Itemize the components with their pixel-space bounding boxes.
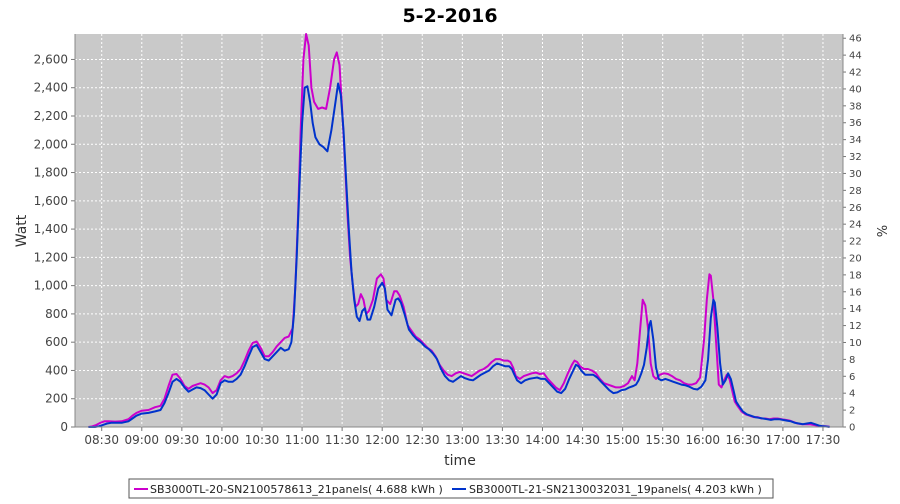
plot-area xyxy=(75,34,843,427)
legend-label-2: SB3000TL-21-SN2130032031_19panels( 4.203… xyxy=(469,483,762,496)
x-tick-label: 11:30 xyxy=(325,433,360,447)
y2-tick-label: 36 xyxy=(849,118,862,129)
y-axis-title: Watt xyxy=(14,214,30,247)
y-tick-label: 1,800 xyxy=(34,166,68,180)
y-tick-label: 600 xyxy=(45,335,68,349)
legend-box xyxy=(128,478,774,499)
y2-tick-label: 10 xyxy=(849,338,862,349)
y2-tick-label: 42 xyxy=(849,68,862,79)
y2-tick-label: 46 xyxy=(849,34,862,45)
x-tick-label: 14:00 xyxy=(525,433,560,447)
y2-tick-label: 26 xyxy=(849,203,862,214)
x-axis-title: time xyxy=(444,453,476,469)
y2-tick-label: 34 xyxy=(849,135,862,146)
y2-tick-label: 22 xyxy=(849,237,862,248)
x-tick-label: 15:30 xyxy=(645,433,680,447)
x-tick-label: 09:00 xyxy=(124,433,159,447)
y2-axis-title: % xyxy=(873,225,888,237)
x-tick-label: 17:30 xyxy=(806,433,841,447)
x-tick-label: 13:30 xyxy=(485,433,520,447)
x-tick-label: 13:00 xyxy=(445,433,480,447)
y2-tick-label: 24 xyxy=(849,220,862,231)
x-tick-label: 08:30 xyxy=(84,433,119,447)
y-tick-label: 1,400 xyxy=(34,222,68,236)
y-tick-label: 2,400 xyxy=(34,81,68,95)
y-tick-label: 800 xyxy=(45,307,68,321)
grid-layer xyxy=(75,34,843,427)
series-line-2 xyxy=(88,82,830,428)
axes-layer: 02004006008001,0001,2001,4001,6001,8002,… xyxy=(34,34,862,447)
y-tick-label: 200 xyxy=(45,392,68,406)
y-tick-label: 2,600 xyxy=(34,52,68,66)
y2-tick-label: 28 xyxy=(849,186,862,197)
series-layer xyxy=(88,33,830,428)
y2-tick-label: 12 xyxy=(849,321,862,332)
y2-tick-label: 38 xyxy=(849,101,862,112)
y-tick-label: 400 xyxy=(45,363,68,377)
y2-tick-label: 14 xyxy=(849,304,862,315)
x-tick-label: 17:00 xyxy=(766,433,801,447)
x-tick-label: 16:00 xyxy=(685,433,720,447)
y2-tick-label: 32 xyxy=(849,152,862,163)
y2-tick-label: 40 xyxy=(849,84,862,95)
x-tick-label: 14:30 xyxy=(565,433,600,447)
x-tick-label: 12:30 xyxy=(405,433,440,447)
y2-tick-label: 20 xyxy=(849,253,862,264)
y-tick-label: 1,000 xyxy=(34,279,68,293)
series-line-1 xyxy=(88,33,830,428)
x-tick-label: 10:00 xyxy=(205,433,240,447)
x-tick-label: 15:00 xyxy=(605,433,640,447)
y-tick-label: 1,200 xyxy=(34,250,68,264)
x-tick-label: 10:30 xyxy=(245,433,280,447)
y-tick-label: 2,000 xyxy=(34,137,68,151)
y-tick-label: 1,600 xyxy=(34,194,68,208)
y2-tick-label: 30 xyxy=(849,169,862,180)
y-tick-label: 2,200 xyxy=(34,109,68,123)
y2-tick-label: 2 xyxy=(849,406,855,417)
y2-tick-label: 0 xyxy=(849,423,855,434)
y2-tick-label: 4 xyxy=(849,389,855,400)
y2-tick-label: 8 xyxy=(849,355,855,366)
legend-label-1: SB3000TL-20-SN2100578613_21panels( 4.688… xyxy=(150,483,443,496)
x-tick-label: 11:00 xyxy=(285,433,320,447)
y-tick-label: 0 xyxy=(60,420,68,434)
x-tick-label: 12:00 xyxy=(365,433,400,447)
chart-title: 5-2-2016 xyxy=(402,5,497,27)
x-tick-label: 09:30 xyxy=(165,433,200,447)
y2-tick-label: 44 xyxy=(849,51,862,62)
y2-tick-label: 6 xyxy=(849,372,855,383)
legend: SB3000TL-20-SN2100578613_21panels( 4.688… xyxy=(128,478,774,499)
y2-tick-label: 16 xyxy=(849,287,862,298)
x-tick-label: 16:30 xyxy=(726,433,761,447)
y2-tick-label: 18 xyxy=(849,270,862,281)
